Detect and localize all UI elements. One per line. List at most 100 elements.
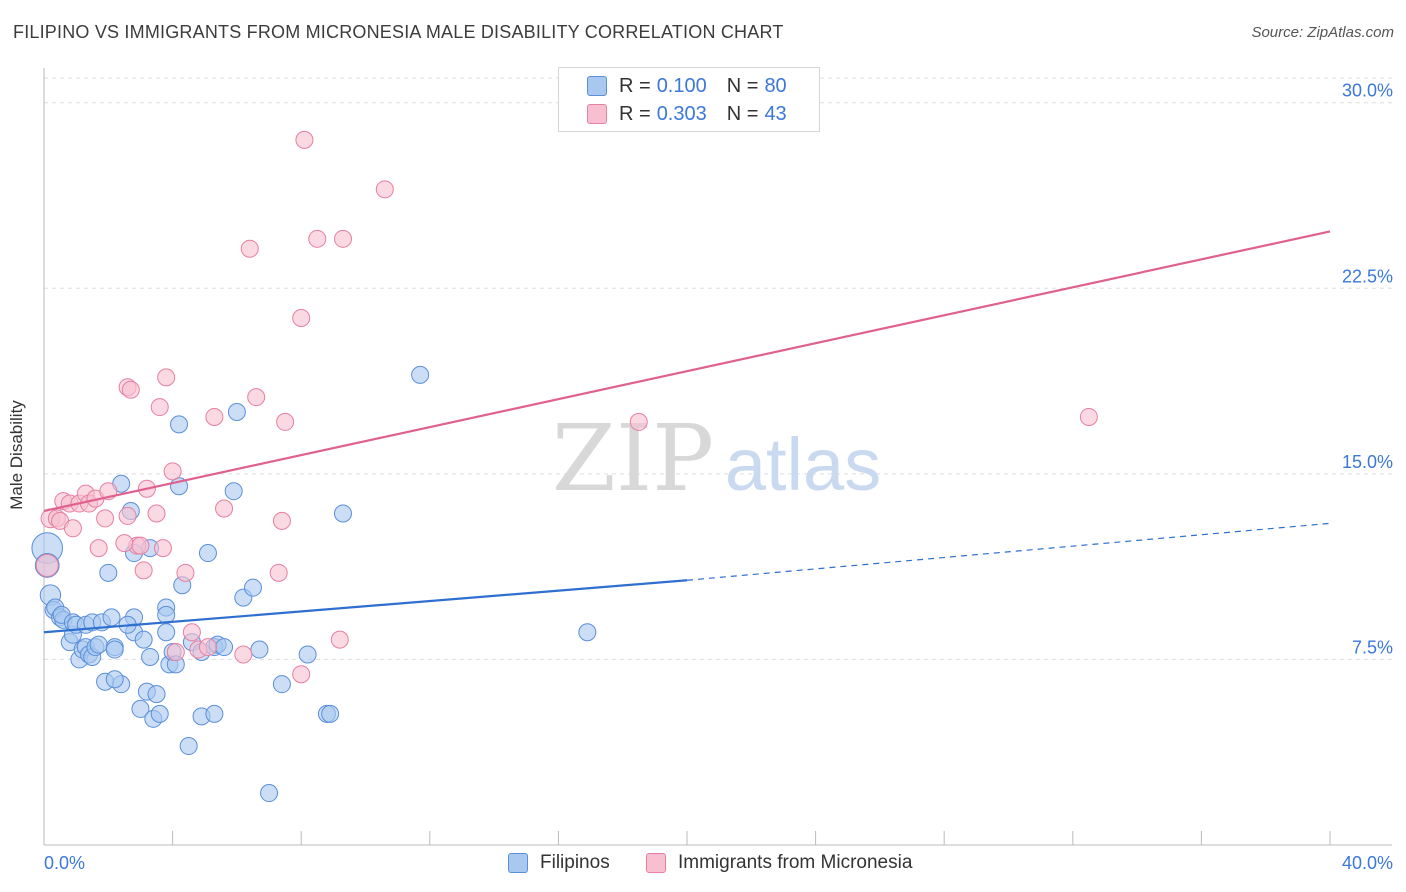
legend-swatch-pink bbox=[646, 853, 666, 873]
micronesia-point bbox=[292, 308, 311, 327]
filipinos-point bbox=[147, 685, 166, 704]
grid-lines bbox=[44, 77, 1392, 660]
legend-label-micronesia: Immigrants from Micronesia bbox=[678, 852, 913, 873]
micronesia-point bbox=[121, 380, 140, 399]
legend-swatch-blue bbox=[508, 853, 528, 873]
micronesia-point bbox=[205, 407, 224, 426]
micronesia-point bbox=[375, 180, 394, 199]
micronesia-point bbox=[1079, 407, 1098, 426]
micronesia-point bbox=[215, 499, 234, 518]
filipinos-point bbox=[150, 704, 169, 723]
micronesia-point bbox=[272, 511, 291, 530]
micronesia-point bbox=[134, 561, 153, 580]
y-tick-label: 30.0% bbox=[1342, 81, 1393, 101]
legend-n-label: N = bbox=[726, 102, 759, 125]
filipinos-point bbox=[99, 563, 118, 582]
micronesia-point bbox=[89, 539, 108, 558]
watermark: ZIP atlas bbox=[552, 405, 881, 512]
legend-r-value: 0.303 bbox=[656, 102, 707, 125]
micronesia-point bbox=[330, 630, 349, 649]
filipinos-point bbox=[224, 482, 243, 501]
legend-swatch-blue bbox=[587, 76, 607, 96]
filipinos-point bbox=[89, 635, 108, 654]
y-tick-label: 22.5% bbox=[1342, 266, 1393, 286]
micronesia-point bbox=[292, 665, 311, 684]
micronesia-point bbox=[96, 509, 115, 528]
filipinos-point bbox=[243, 578, 262, 597]
filipinos-point bbox=[321, 704, 340, 723]
filipinos-point bbox=[250, 640, 269, 659]
legend-r-label: R = bbox=[619, 74, 651, 97]
legend-n-value: 80 bbox=[764, 74, 787, 97]
x-tick-label: 0.0% bbox=[44, 853, 85, 873]
filipinos-point bbox=[105, 670, 124, 689]
micronesia-point bbox=[35, 553, 59, 577]
micronesia-point bbox=[131, 536, 150, 555]
trend-lines bbox=[43, 230, 1331, 634]
filipinos-point bbox=[227, 403, 246, 422]
micronesia-point bbox=[182, 623, 201, 642]
legend-row-micronesia: R = 0.303 N = 43 bbox=[587, 101, 787, 127]
filipinos-point bbox=[105, 640, 124, 659]
micronesia-point bbox=[240, 239, 259, 258]
legend-row-filipinos: R = 0.100 N = 80 bbox=[587, 73, 787, 99]
axes bbox=[43, 68, 1392, 846]
filipinos-point bbox=[134, 630, 153, 649]
data-points bbox=[31, 130, 1098, 803]
filipinos-point bbox=[578, 623, 597, 642]
micronesia-point bbox=[276, 412, 295, 431]
micronesia-point bbox=[234, 645, 253, 664]
series-legend: Filipinos Immigrants from Micronesia bbox=[0, 852, 1406, 876]
filipinos-point bbox=[198, 544, 217, 563]
chart-title: FILIPINO VS IMMIGRANTS FROM MICRONESIA M… bbox=[13, 22, 784, 42]
micronesia-point bbox=[333, 229, 352, 248]
micronesia-point bbox=[150, 398, 169, 417]
legend-item-filipinos: Filipinos bbox=[508, 852, 610, 874]
micronesia-point bbox=[147, 504, 166, 523]
correlation-legend: R = 0.100 N = 80 R = 0.303 N = 43 bbox=[558, 67, 820, 132]
filipinos-point bbox=[205, 704, 224, 723]
micronesia-point bbox=[629, 412, 648, 431]
y-tick-label: 15.0% bbox=[1342, 452, 1393, 472]
micronesia-point bbox=[176, 563, 195, 582]
filipinos-point bbox=[170, 415, 189, 434]
legend-label-filipinos: Filipinos bbox=[540, 852, 610, 873]
tick-labels: 7.5% 15.0% 22.5% 30.0% 0.0% 40.0% bbox=[44, 81, 1393, 873]
filipinos-trend-line bbox=[43, 579, 688, 634]
filipinos-point bbox=[260, 784, 279, 803]
micronesia-point bbox=[115, 534, 134, 553]
legend-item-micronesia: Immigrants from Micronesia bbox=[646, 852, 912, 874]
filipinos-point bbox=[179, 737, 198, 756]
legend-n-label: N = bbox=[726, 74, 759, 97]
watermark-atlas: atlas bbox=[725, 423, 881, 506]
filipinos-point bbox=[215, 638, 234, 657]
micronesia-point bbox=[198, 638, 217, 657]
legend-r-value: 0.100 bbox=[656, 74, 707, 97]
legend-r-label: R = bbox=[619, 102, 651, 125]
legend-swatch-pink bbox=[587, 104, 607, 124]
x-tick-label: 40.0% bbox=[1342, 853, 1393, 873]
filipinos-trend-extension bbox=[686, 522, 1331, 581]
micronesia-point bbox=[269, 563, 288, 582]
micronesia-point bbox=[63, 519, 82, 538]
micronesia-point bbox=[118, 506, 137, 525]
filipinos-point bbox=[131, 699, 150, 718]
micronesia-point bbox=[295, 130, 314, 149]
micronesia-point bbox=[308, 229, 327, 248]
filipinos-point bbox=[157, 623, 176, 642]
micronesia-point bbox=[247, 388, 266, 407]
micronesia-point bbox=[166, 643, 185, 662]
filipinos-point bbox=[141, 647, 160, 666]
filipinos-point bbox=[102, 608, 121, 627]
source-label: Source: ZipAtlas.com bbox=[1251, 24, 1394, 41]
filipinos-point bbox=[411, 365, 430, 384]
micronesia-point bbox=[153, 539, 172, 558]
legend-n-value: 43 bbox=[764, 102, 787, 125]
micronesia-point bbox=[157, 368, 176, 387]
filipinos-point bbox=[272, 675, 291, 694]
filipinos-point bbox=[333, 504, 352, 523]
micronesia-point bbox=[163, 462, 182, 481]
y-tick-label: 7.5% bbox=[1352, 637, 1393, 657]
micronesia-trend-line bbox=[43, 230, 1331, 513]
